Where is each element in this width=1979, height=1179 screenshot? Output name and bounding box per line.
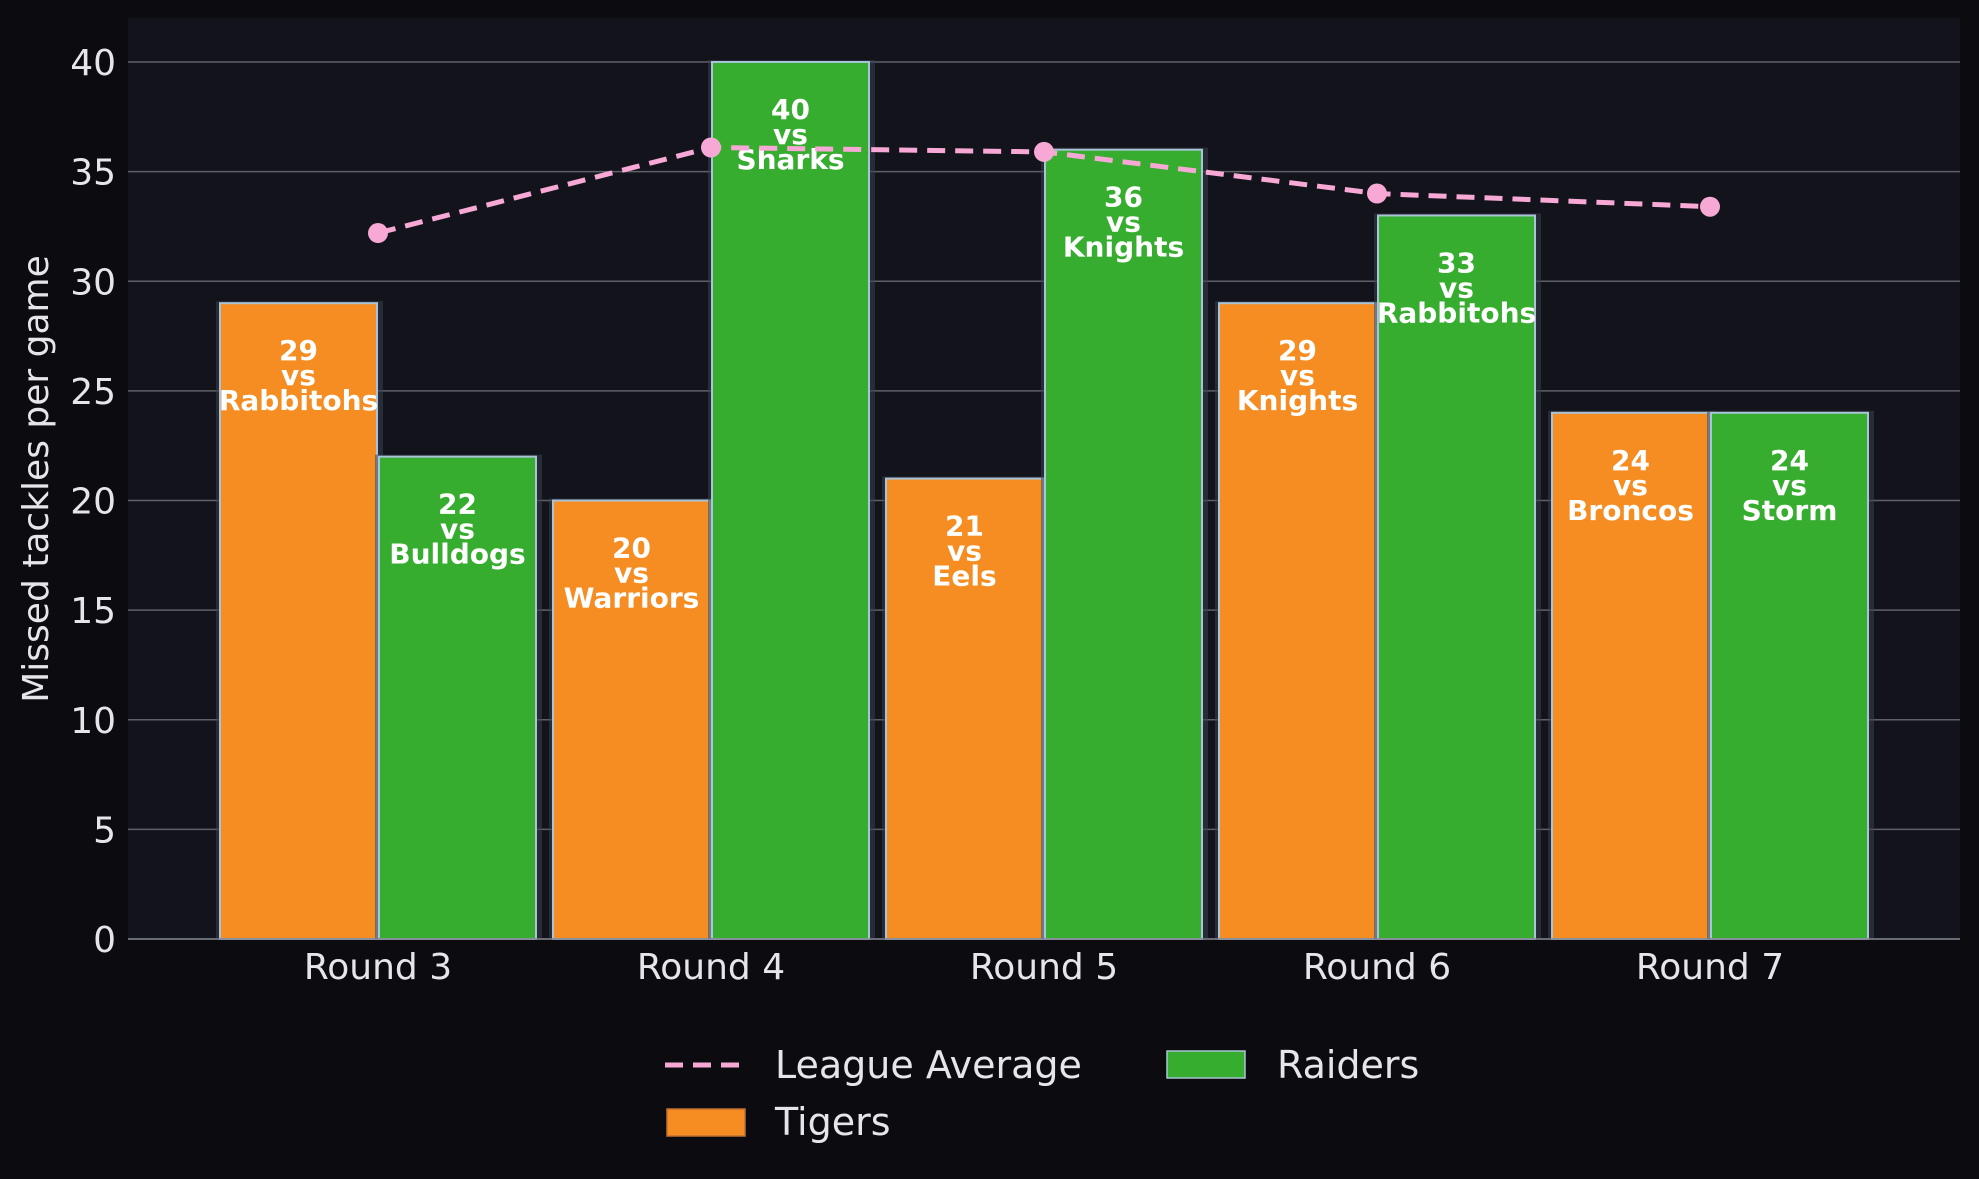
bar-value-label: 40 <box>771 93 810 126</box>
bar-value-label: 24 <box>1770 444 1809 477</box>
league-average-point <box>1367 183 1387 204</box>
y-axis-title: Missed tackles per game <box>16 255 57 703</box>
bar-tigers <box>219 302 378 940</box>
bar-vs-label: vs <box>281 359 316 392</box>
y-tick-label: 20 <box>70 482 116 523</box>
x-tick-label: Round 3 <box>304 947 452 988</box>
bar-tigers <box>1551 411 1710 940</box>
bar-vs-label: vs <box>1280 359 1315 392</box>
y-tick-label: 10 <box>70 701 116 742</box>
bar-raiders <box>1377 214 1536 941</box>
league-average-point <box>701 137 721 158</box>
bar-value-label: 21 <box>945 510 984 543</box>
x-tick-label: Round 5 <box>970 947 1118 988</box>
bar-vs-label: vs <box>1106 206 1141 239</box>
bar-value-label: 33 <box>1437 246 1476 279</box>
bar-opponent-label: Knights <box>1237 384 1358 417</box>
bar-value-label: 22 <box>438 488 477 521</box>
bar-opponent-label: Broncos <box>1567 494 1694 527</box>
bar-opponent-label: Rabbitohs <box>1377 296 1536 329</box>
league-average-point <box>1700 196 1720 217</box>
y-tick-label: 0 <box>93 920 116 961</box>
bar-value-label: 20 <box>612 532 651 565</box>
y-tick-label: 40 <box>70 43 116 84</box>
bar-tigers <box>885 477 1044 940</box>
bar-vs-label: vs <box>947 535 982 568</box>
y-tick-label: 30 <box>70 262 116 303</box>
y-tick-label: 25 <box>70 372 116 413</box>
bar-tigers <box>552 499 711 940</box>
bar-raiders <box>1044 148 1203 940</box>
league-average-point <box>368 223 388 244</box>
bar-vs-label: vs <box>1772 469 1807 502</box>
bar-opponent-label: Rabbitohs <box>219 384 378 417</box>
bar-value-label: 36 <box>1104 181 1143 214</box>
y-tick-label: 5 <box>93 810 116 851</box>
x-tick-label: Round 4 <box>637 947 785 988</box>
bar-vs-label: vs <box>614 557 649 590</box>
bar-opponent-label: Bulldogs <box>389 538 525 571</box>
legend-label-league-average: League Average <box>775 1043 1082 1087</box>
bar-raiders <box>378 455 537 940</box>
y-tick-label: 35 <box>70 153 116 194</box>
bar-vs-label: vs <box>1613 469 1648 502</box>
bar-vs-label: vs <box>1439 271 1474 304</box>
legend-swatch-raiders <box>1166 1050 1246 1079</box>
bar-raiders <box>711 61 870 940</box>
bar-vs-label: vs <box>773 118 808 151</box>
legend-label-tigers: Tigers <box>774 1100 891 1144</box>
bar-opponent-label: Warriors <box>564 582 700 615</box>
league-average-point <box>1034 141 1054 162</box>
x-tick-label: Round 6 <box>1303 947 1451 988</box>
bar-raiders <box>1710 411 1869 940</box>
legend-swatch-tigers <box>666 1108 746 1137</box>
bar-opponent-label: Storm <box>1742 494 1838 527</box>
bar-tigers <box>1218 302 1377 940</box>
legend-label-raiders: Raiders <box>1277 1043 1419 1087</box>
bar-value-label: 24 <box>1611 444 1650 477</box>
bar-value-label: 29 <box>279 334 318 367</box>
x-tick-label: Round 7 <box>1636 947 1784 988</box>
bar-value-label: 29 <box>1278 334 1317 367</box>
y-tick-label: 15 <box>70 591 116 632</box>
bar-opponent-label: Knights <box>1063 231 1184 264</box>
bar-opponent-label: Eels <box>932 560 996 593</box>
bar-vs-label: vs <box>440 513 475 546</box>
